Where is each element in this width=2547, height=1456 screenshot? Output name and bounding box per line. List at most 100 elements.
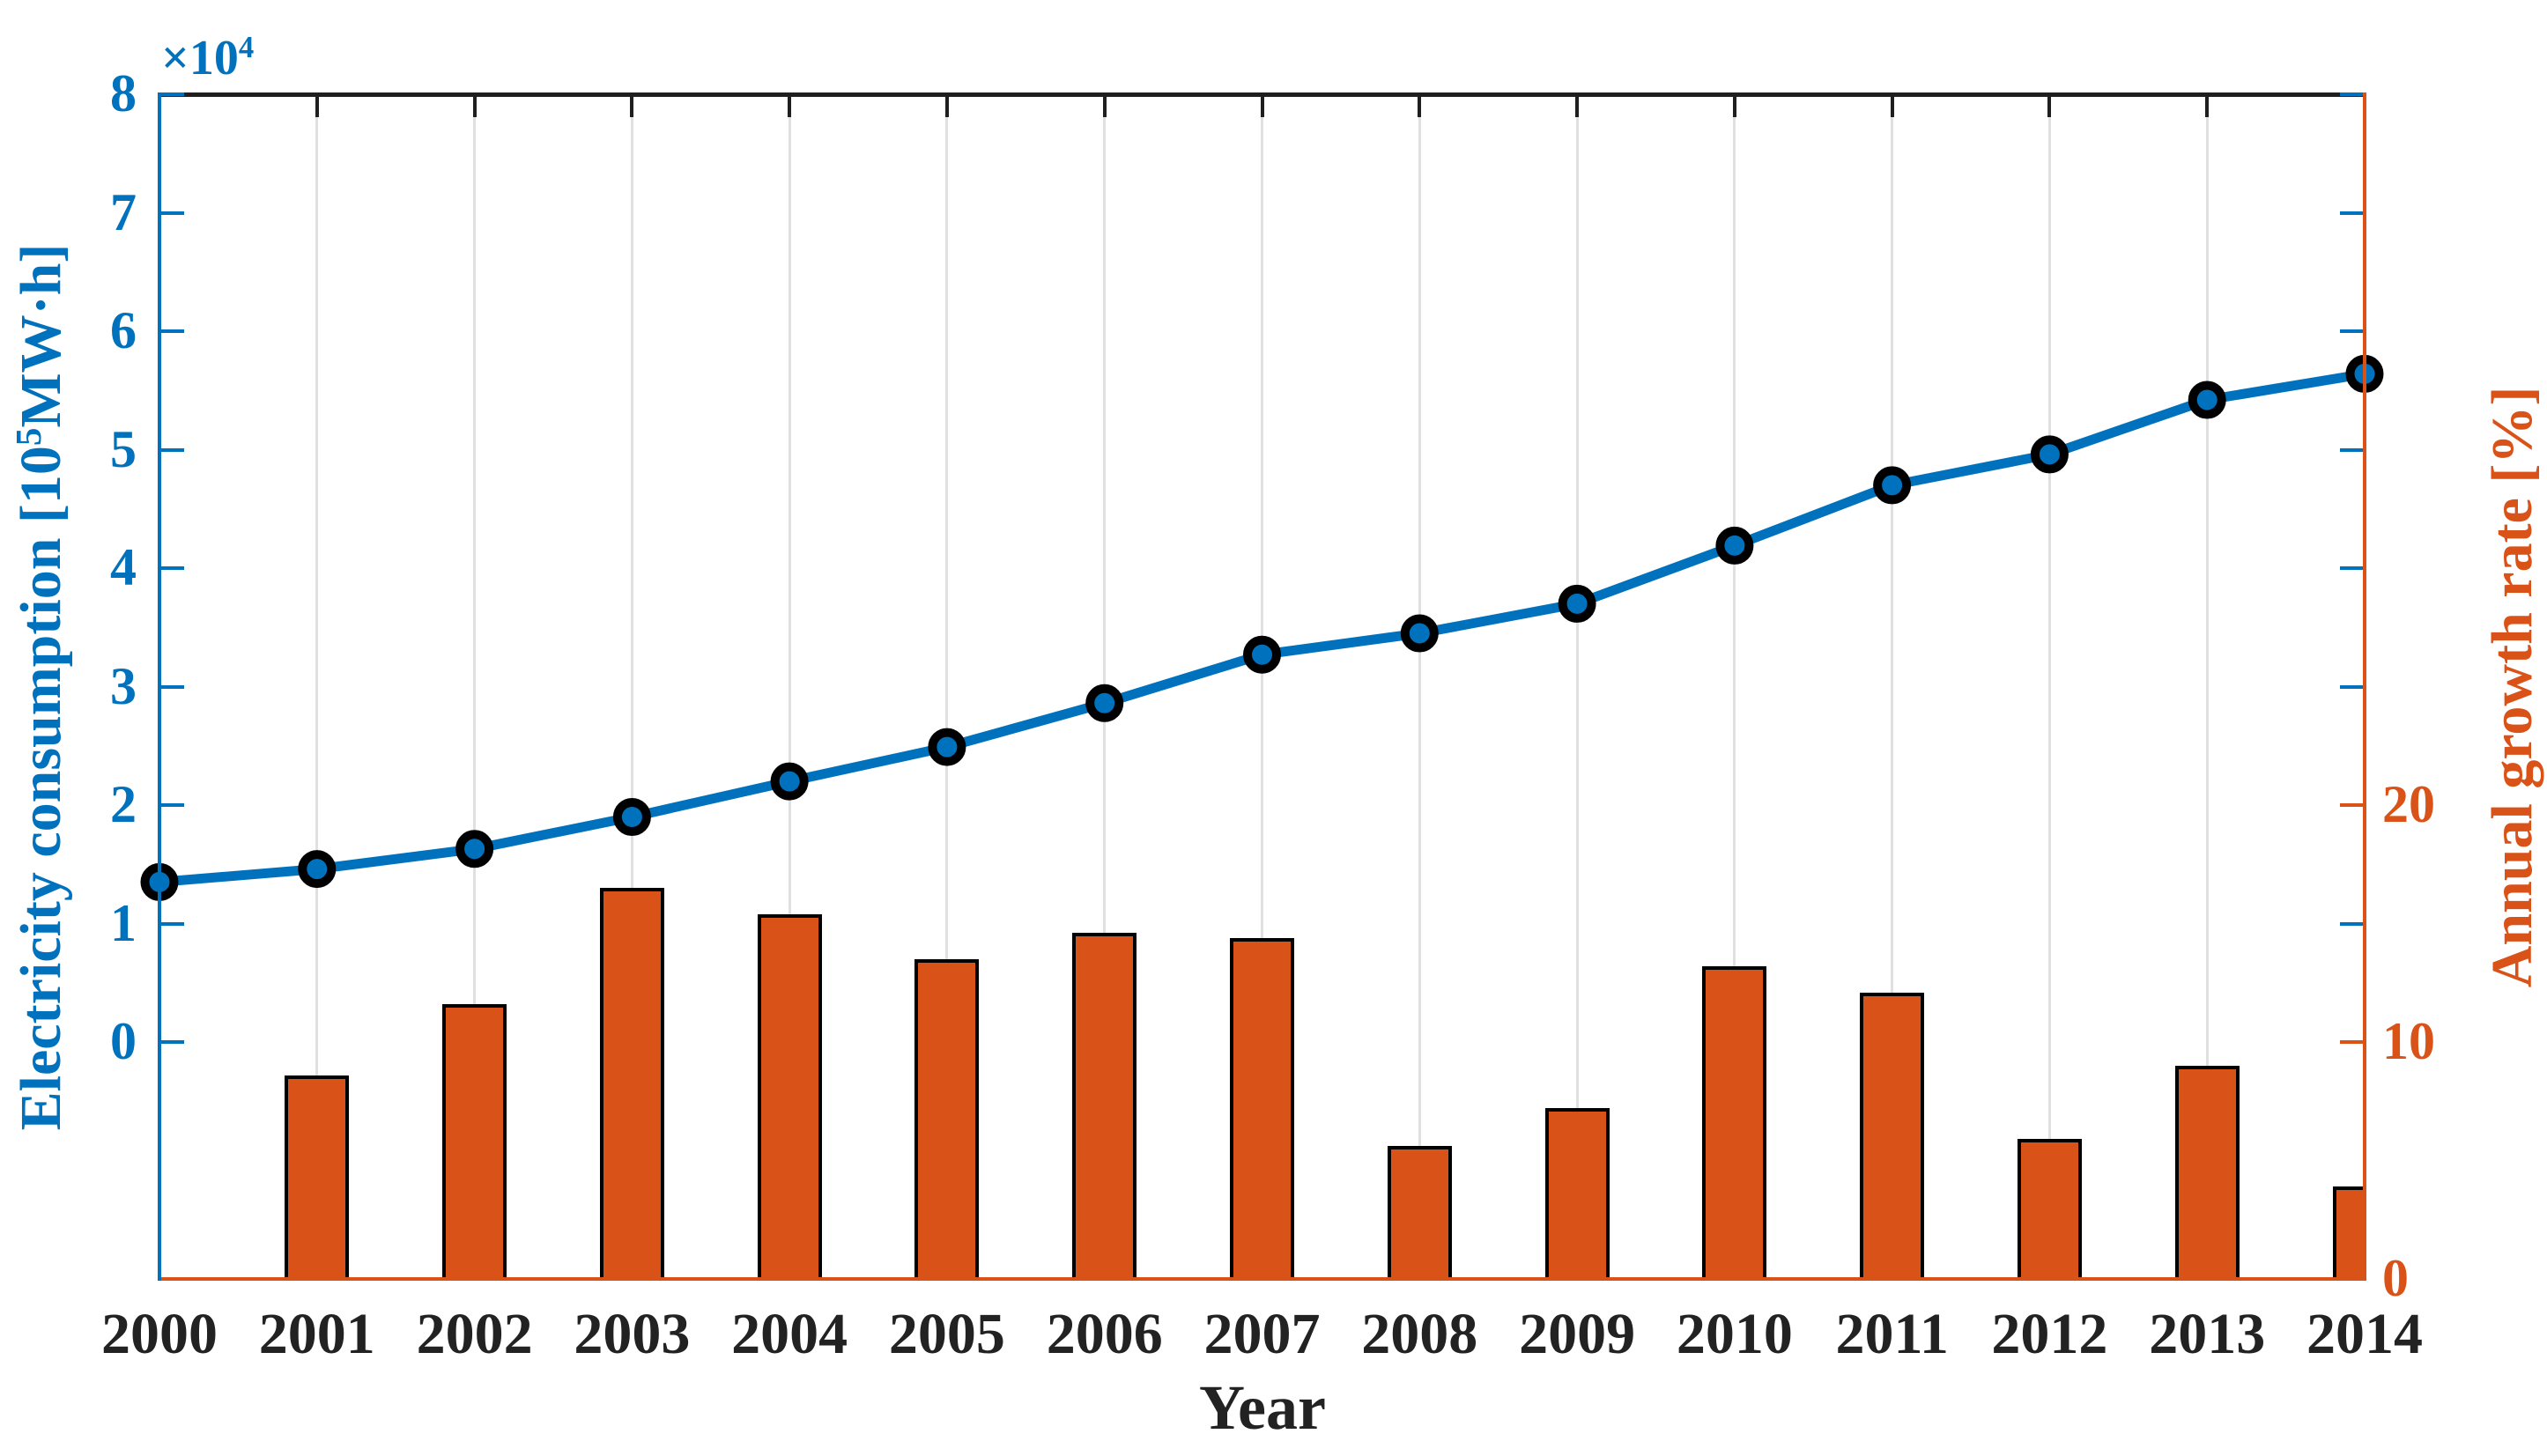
x-tick-label-2002: 2002 bbox=[416, 1302, 533, 1366]
top-x-tick-2002 bbox=[472, 96, 477, 117]
consumption-marker-2011 bbox=[1873, 466, 1912, 505]
x-axis-title: Year bbox=[1199, 1372, 1326, 1443]
bar-2008 bbox=[1387, 1146, 1452, 1281]
left-y-tick-label-3: 3 bbox=[110, 656, 137, 715]
right-y-tick-label-10: 10 bbox=[2382, 1011, 2435, 1070]
top-x-tick-2007 bbox=[1260, 96, 1264, 117]
left-y-tick-label-7: 7 bbox=[110, 182, 137, 241]
x-tick-label-2006: 2006 bbox=[1046, 1302, 1163, 1366]
consumption-marker-2004 bbox=[770, 762, 809, 801]
right-mirror-tick-5 bbox=[2340, 447, 2363, 452]
plot-area bbox=[159, 94, 2365, 1281]
right-y-tick-0 bbox=[2340, 1277, 2363, 1281]
left-y-tick-6 bbox=[161, 329, 184, 333]
bar-2007 bbox=[1230, 937, 1294, 1281]
bar-2012 bbox=[2017, 1139, 2082, 1281]
line-series-svg bbox=[140, 354, 2384, 901]
right-mirror-tick-3 bbox=[2340, 684, 2363, 689]
consumption-marker-2003 bbox=[612, 798, 651, 836]
right-y-tick-20 bbox=[2340, 803, 2363, 807]
bar-2004 bbox=[757, 913, 822, 1281]
consumption-marker-2013 bbox=[2188, 381, 2226, 419]
left-y-tick-0 bbox=[161, 1040, 184, 1044]
gridline-2012 bbox=[2047, 94, 2051, 1279]
left-y-tick-label-0: 0 bbox=[110, 1011, 137, 1070]
top-x-tick-2010 bbox=[1732, 96, 1736, 117]
bar-2003 bbox=[599, 888, 664, 1281]
top-axis-line bbox=[158, 92, 2366, 97]
exponent-base: ×10 bbox=[161, 31, 239, 85]
right-y-tick-10 bbox=[2340, 1040, 2363, 1044]
consumption-marker-2010 bbox=[1715, 526, 1754, 565]
top-x-tick-2001 bbox=[315, 96, 319, 117]
bar-2011 bbox=[1860, 992, 1925, 1281]
consumption-marker-2005 bbox=[928, 728, 966, 766]
top-x-tick-2009 bbox=[1575, 96, 1580, 117]
gridline-2001 bbox=[315, 94, 319, 1279]
top-x-tick-2003 bbox=[630, 96, 634, 117]
right-mirror-tick-4 bbox=[2340, 566, 2363, 570]
gridline-2013 bbox=[2205, 94, 2209, 1279]
top-x-tick-2006 bbox=[1102, 96, 1107, 117]
right-y-tick-label-20: 20 bbox=[2382, 774, 2435, 833]
left-y-tick-3 bbox=[161, 684, 184, 689]
right-mirror-tick-6 bbox=[2340, 329, 2363, 333]
gridline-2008 bbox=[1418, 94, 1421, 1279]
gridline-2003 bbox=[630, 94, 633, 1279]
x-tick-label-2014: 2014 bbox=[2306, 1302, 2423, 1366]
gridline-2007 bbox=[1261, 94, 1263, 1279]
x-tick-label-2000: 2000 bbox=[101, 1302, 218, 1366]
top-x-tick-2008 bbox=[1418, 96, 1422, 117]
gridline-2009 bbox=[1575, 94, 1579, 1279]
bar-2009 bbox=[1544, 1108, 1610, 1281]
left-y-tick-5 bbox=[161, 447, 184, 452]
left-y-tick-label-2: 2 bbox=[110, 774, 137, 833]
left-y-tick-1 bbox=[161, 921, 184, 926]
left-y-tick-label-6: 6 bbox=[110, 300, 137, 359]
x-tick-label-2012: 2012 bbox=[1991, 1302, 2108, 1366]
gridline-2011 bbox=[1891, 94, 1894, 1279]
consumption-marker-2006 bbox=[1085, 684, 1124, 722]
consumption-marker-2008 bbox=[1400, 614, 1439, 653]
consumption-marker-2009 bbox=[1558, 584, 1596, 623]
left-axis-exponent-label: ×104 bbox=[161, 29, 255, 85]
x-tick-label-2009: 2009 bbox=[1519, 1302, 1636, 1366]
right-mirror-tick-7 bbox=[2340, 211, 2363, 215]
left-y-tick-7 bbox=[161, 211, 184, 215]
exponent-power: 4 bbox=[238, 29, 255, 64]
consumption-marker-2012 bbox=[2030, 435, 2069, 474]
left-axis-line bbox=[158, 92, 161, 1281]
x-tick-label-2010: 2010 bbox=[1676, 1302, 1793, 1366]
left-y-tick-label-1: 1 bbox=[110, 893, 137, 952]
left-y-tick-label-4: 4 bbox=[110, 537, 137, 596]
bar-2010 bbox=[1702, 965, 1767, 1281]
left-y-tick-8 bbox=[161, 92, 184, 96]
left-y-tick-label-5: 5 bbox=[110, 419, 137, 478]
top-x-tick-2011 bbox=[1890, 96, 1894, 117]
gridline-2002 bbox=[473, 94, 477, 1279]
consumption-marker-2007 bbox=[1243, 635, 1281, 674]
top-x-tick-2004 bbox=[788, 96, 792, 117]
consumption-marker-2002 bbox=[455, 830, 494, 868]
top-x-tick-2012 bbox=[2047, 96, 2052, 117]
left-y-tick-4 bbox=[161, 566, 184, 570]
bar-2005 bbox=[914, 958, 980, 1281]
gridline-2010 bbox=[1733, 94, 1736, 1279]
x-tick-label-2007: 2007 bbox=[1203, 1302, 1321, 1366]
bottom-axis-line bbox=[158, 1277, 2366, 1281]
right-mirror-tick-8 bbox=[2340, 92, 2363, 96]
gridline-2004 bbox=[788, 94, 791, 1279]
gridline-2005 bbox=[945, 94, 949, 1279]
right-axis-title: Annual growth rate [%] bbox=[2480, 386, 2544, 988]
top-x-tick-2013 bbox=[2205, 96, 2210, 117]
top-x-tick-2005 bbox=[944, 96, 949, 117]
bar-2006 bbox=[1072, 933, 1137, 1281]
bar-2001 bbox=[285, 1075, 350, 1281]
consumption-marker-2001 bbox=[298, 850, 337, 889]
x-tick-label-2004: 2004 bbox=[731, 1302, 848, 1366]
x-tick-label-2008: 2008 bbox=[1361, 1302, 1478, 1366]
right-mirror-tick-1 bbox=[2340, 921, 2363, 926]
x-tick-label-2003: 2003 bbox=[574, 1302, 691, 1366]
right-y-tick-label-0: 0 bbox=[2382, 1248, 2409, 1307]
